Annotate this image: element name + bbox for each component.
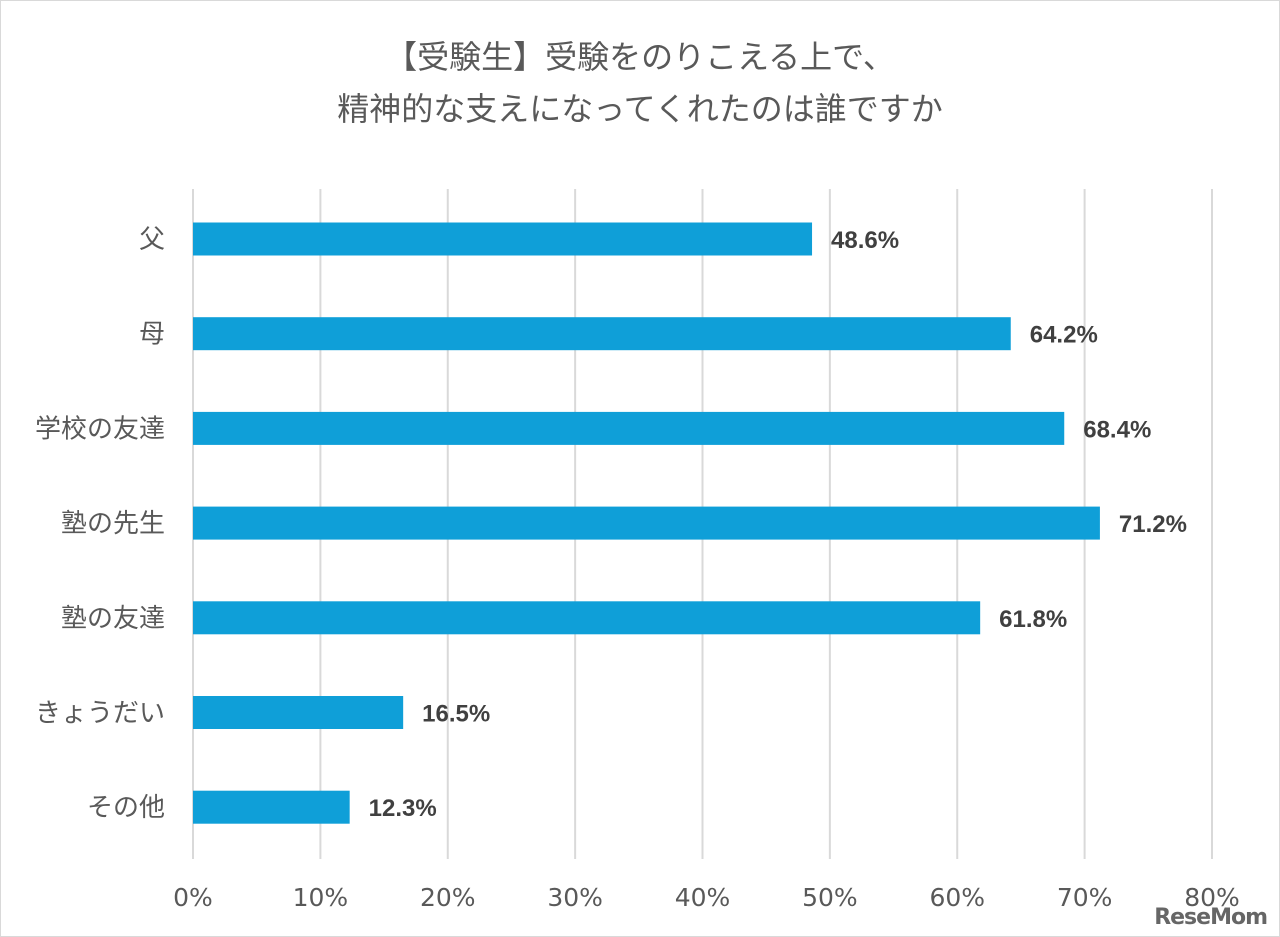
- x-tick-label: 70%: [1057, 883, 1113, 912]
- x-tick-label: 80%: [1184, 883, 1240, 912]
- data-label: 71.2%: [1119, 511, 1187, 538]
- bar: [193, 411, 1065, 445]
- data-label: 64.2%: [1030, 322, 1098, 349]
- bar: [193, 601, 981, 635]
- labels: 0% 10% 20% 30% 40% 50% 60% 70% 80% 父 48.6% 母 64.2% 学校…: [35, 225, 1240, 912]
- bar: [193, 222, 813, 256]
- chart-title-line-2: 精神的な支えになってくれたのは誰ですか: [337, 90, 943, 128]
- data-label: 61.8%: [999, 606, 1067, 633]
- x-tick-label: 30%: [547, 883, 603, 912]
- x-tick-label: 40%: [675, 883, 731, 912]
- category-label: 学校の友達: [35, 414, 165, 444]
- bars: [193, 222, 1100, 824]
- x-tick-label: 60%: [929, 883, 985, 912]
- chart-title: 【受験生】受験をのりこえる上で、 精神的な支えになってくれたのは誰ですか: [1, 31, 1279, 135]
- data-label: 68.4%: [1083, 416, 1151, 443]
- category-label: 母: [139, 320, 165, 350]
- bar: [193, 696, 404, 729]
- bar: [193, 790, 350, 824]
- x-tick-label: 0%: [173, 883, 213, 912]
- category-label: その他: [87, 793, 165, 823]
- data-label: 16.5%: [422, 701, 490, 728]
- resemom-logo: ReseMom: [1154, 905, 1268, 930]
- data-label: 48.6%: [831, 227, 899, 254]
- category-label: きょうだい: [35, 699, 165, 729]
- bar: [193, 506, 1100, 540]
- category-label: 塾の友達: [61, 604, 165, 634]
- chart-title-line-1: 【受験生】受験をのりこえる上で、: [385, 38, 895, 76]
- x-tick-label: 10%: [293, 883, 349, 912]
- x-tick-label: 20%: [420, 883, 476, 912]
- category-label: 父: [139, 225, 165, 255]
- bar: [193, 317, 1011, 351]
- x-tick-label: 50%: [802, 883, 858, 912]
- category-label: 塾の先生: [61, 509, 165, 539]
- data-label: 12.3%: [369, 795, 437, 822]
